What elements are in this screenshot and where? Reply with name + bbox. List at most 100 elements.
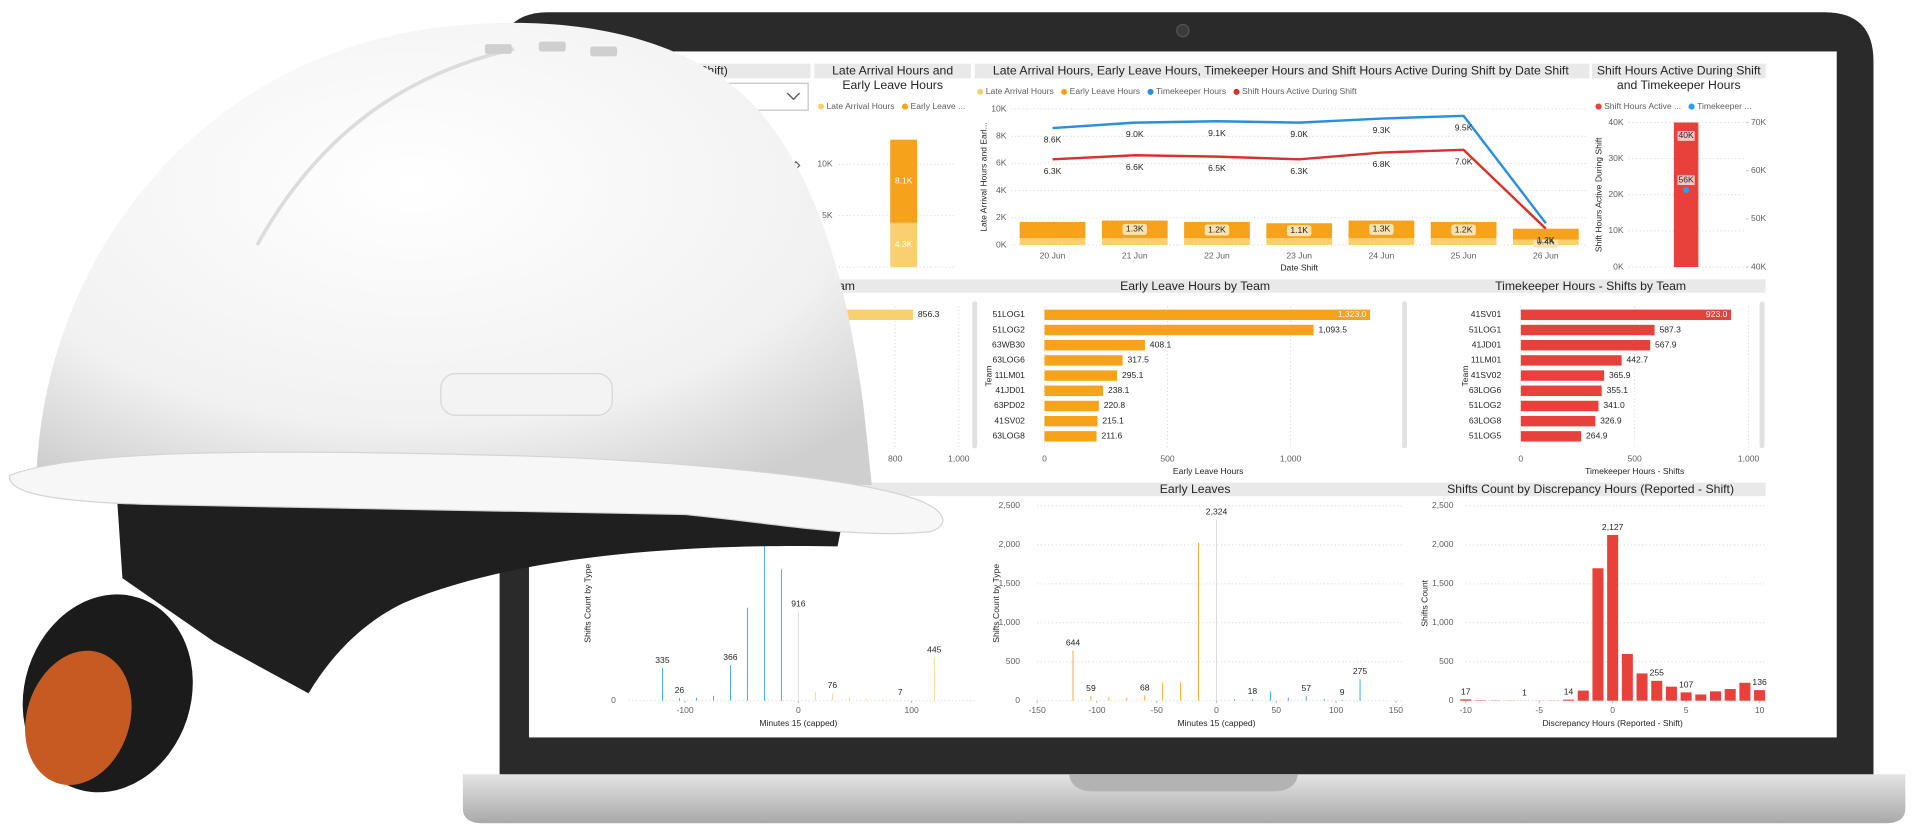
data-label: 295.1: [1122, 370, 1144, 380]
x-tick-label: 500: [1628, 454, 1643, 464]
panel-title: Shift Hours Active During Shift: [1597, 63, 1761, 77]
y-tick-label: 1,000: [1432, 617, 1454, 627]
data-label: 856.3: [918, 309, 940, 319]
bar: [899, 700, 901, 701]
y-tick-label: 0K: [1613, 261, 1624, 271]
bar: [1520, 309, 1732, 321]
x-tick-label: -5: [1535, 705, 1543, 715]
bar: [1044, 309, 1371, 321]
bar: [1695, 694, 1707, 701]
data-label: 1.2K: [1455, 224, 1473, 234]
legend-label: Early Leave ...: [910, 101, 965, 111]
x-tick-label: 23 Jun: [1286, 250, 1312, 260]
panel-title: Late Arrival Hours, Early Leave Hours, T…: [993, 63, 1569, 77]
data-label: 341.0: [1603, 400, 1625, 410]
point: [1683, 186, 1690, 194]
x-tick-label: -100: [1088, 705, 1105, 715]
data-label: 57: [1301, 683, 1311, 693]
bar: [1198, 542, 1200, 701]
bar-segment: [1266, 238, 1333, 245]
data-label: 644: [1066, 637, 1081, 647]
panel-header: [974, 63, 1590, 79]
bar: [797, 611, 799, 701]
bar: [848, 696, 850, 701]
data-label: 264.9: [1586, 431, 1608, 441]
bar-segment: [890, 139, 918, 223]
line-series: [1052, 148, 1547, 230]
data-label: 365.9: [1609, 370, 1631, 380]
bar: [1044, 415, 1098, 427]
data-label: 923.0: [1706, 309, 1728, 319]
bar: [1636, 673, 1648, 701]
category-label: 51LOG2: [1469, 400, 1502, 410]
x-tick-label: 25 Jun: [1451, 250, 1477, 260]
label-box: [1204, 224, 1230, 236]
panel-title: Shifts Count by Discrepancy Hours (Repor…: [1447, 482, 1734, 496]
x-tick-label: 100: [904, 705, 919, 715]
legend-label: Late Arrival Hours: [827, 101, 895, 111]
data-label: 366: [723, 652, 738, 662]
bar-segment: [1430, 238, 1497, 245]
x-tick-label: 22 Jun: [1204, 250, 1230, 260]
bar: [1144, 695, 1146, 701]
data-label: 14: [1564, 687, 1574, 697]
helmet-clip: [440, 373, 613, 416]
data-label: 326.9: [1600, 415, 1622, 425]
axis-title: Team: [984, 366, 994, 387]
scrollbar[interactable]: [1402, 301, 1407, 449]
bar: [1126, 697, 1128, 701]
x-tick-label: 20 Jun: [1040, 250, 1066, 260]
data-label: 355.1: [1607, 385, 1629, 395]
legend-marker: [1147, 88, 1154, 95]
bar: [1739, 682, 1751, 701]
bar: [1359, 679, 1361, 701]
bar: [1323, 699, 1325, 701]
label-box: [1451, 224, 1476, 236]
data-label: 1.2K: [1537, 235, 1555, 245]
x-tick-label: 0: [796, 705, 801, 715]
panel-header: [814, 63, 972, 79]
legend-label: Early Leave Hours: [1070, 86, 1140, 96]
data-label: 6.3K: [1290, 166, 1308, 176]
bar: [1341, 699, 1343, 701]
bar: [729, 665, 731, 701]
bar: [1044, 370, 1118, 381]
axis-title: Late Arrival Hours and Earl...: [979, 122, 989, 231]
legend-label: Shift Hours Active ...: [1604, 101, 1681, 111]
data-label: 2,324: [1206, 507, 1228, 517]
data-label: 215.1: [1102, 415, 1124, 425]
y-tick-label: 5K: [822, 210, 833, 220]
category-label: 63LOG8: [1469, 415, 1502, 425]
data-label: 587.3: [1659, 324, 1681, 334]
x-tick-label: 50: [1272, 705, 1282, 715]
data-label: 2,127: [1602, 522, 1624, 532]
x-tick-label: 150: [1389, 705, 1404, 715]
bar: [1651, 680, 1663, 701]
data-label: 6.6K: [1126, 162, 1144, 172]
bar: [1520, 431, 1582, 442]
category-label: 51LOG5: [1469, 431, 1502, 441]
data-label: 6.3K: [1044, 166, 1062, 176]
category-label: 41JD01: [1472, 339, 1502, 349]
bar: [1162, 682, 1164, 701]
label-box: [1677, 131, 1695, 141]
bar: [933, 657, 935, 701]
panel-title: and Timekeeper Hours: [1617, 78, 1741, 92]
scrollbar[interactable]: [1759, 301, 1765, 449]
y-tick-label: 1,000: [999, 617, 1021, 627]
data-label: 275: [1353, 666, 1368, 676]
data-label: 76: [828, 680, 838, 690]
scrollbar[interactable]: [972, 301, 978, 449]
bar: [1520, 370, 1605, 381]
category-label: 41JD01: [995, 385, 1025, 395]
panel-title: Early Leave Hours: [842, 78, 943, 92]
legend-label: Timekeeper Hours: [1156, 86, 1226, 96]
data-label: 1,323.0: [1338, 309, 1367, 319]
x-tick-label: 100: [1329, 705, 1344, 715]
bar-segment: [1348, 238, 1415, 245]
y-tick-label: 0K: [996, 239, 1007, 249]
axis-title: Discrepancy Hours (Reported - Shift): [1542, 718, 1682, 728]
